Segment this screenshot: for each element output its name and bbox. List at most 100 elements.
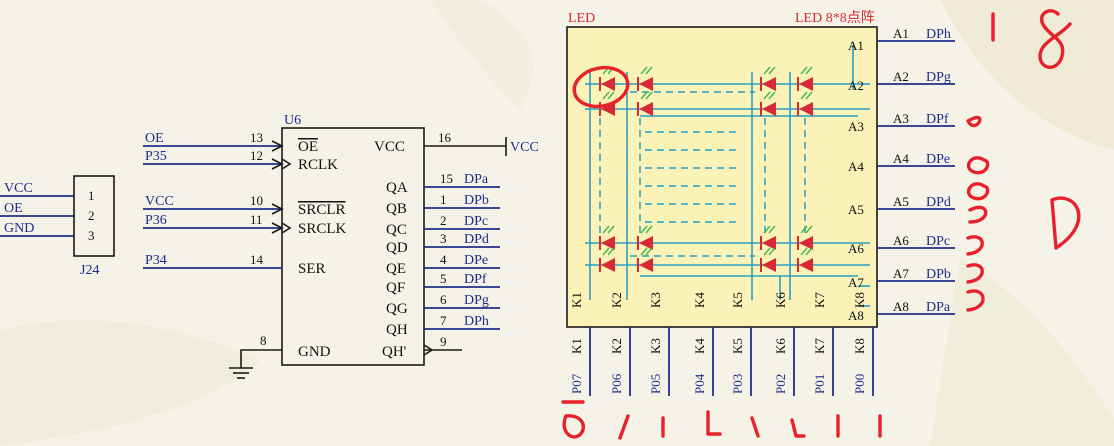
ic-right-num-3: 2 xyxy=(440,213,447,228)
row-out-a1: A1 xyxy=(893,26,909,41)
ic-right-net-7: DPg xyxy=(464,293,489,308)
ic-pin-gnd: GND xyxy=(298,344,331,360)
ic-left-num-5: 14 xyxy=(250,252,264,267)
ic-qh-prime-num: 9 xyxy=(440,334,447,349)
conn-net-1: VCC xyxy=(4,181,33,196)
column-k6: K6 K6 P02 xyxy=(773,292,795,396)
row-pin-a2: A2 xyxy=(848,78,864,93)
col-pin-outer-6: K6 xyxy=(773,338,788,354)
ic-right-net-3: DPc xyxy=(464,214,488,229)
led-diode-3 xyxy=(760,66,776,91)
ic-pin-qh-prime: QH' xyxy=(382,344,407,360)
col-pin-outer-2: K2 xyxy=(609,338,624,354)
column-k4: K4 K4 P04 xyxy=(692,292,714,396)
ic-pin-qg: QG xyxy=(386,301,408,317)
conn-name: J24 xyxy=(80,263,99,278)
ic-left-net-5: P34 xyxy=(145,253,167,268)
col-net-5: P03 xyxy=(730,374,745,394)
led-diode-6 xyxy=(637,91,653,116)
conn-net-2: OE xyxy=(4,201,23,216)
ic-right-net-5: DPe xyxy=(464,253,488,268)
led-diode-7 xyxy=(760,91,776,116)
row-out-a7: A7 xyxy=(893,266,909,281)
led-diode-16 xyxy=(797,247,813,272)
ic-name: U6 xyxy=(284,113,301,128)
ic-pin-qb: QB xyxy=(386,201,407,217)
led-diode-14 xyxy=(637,247,653,272)
column-pins: K1 K1 P07 K2 K2 P06 K3 K3 P05 K4 K4 P04 K5 K5 P03 K6 K6 P… xyxy=(569,292,874,396)
col-net-4: P04 xyxy=(692,373,707,394)
row-net-1: DPh xyxy=(926,27,951,42)
ic-left-num-1: 13 xyxy=(250,130,263,145)
col-pin-outer-1: K1 xyxy=(569,338,584,354)
led-diode-12 xyxy=(797,225,813,250)
col-pin-inner-3: K3 xyxy=(648,292,663,308)
ic-left-num-4: 11 xyxy=(250,212,263,227)
ic-right-net-4: DPd xyxy=(464,232,489,247)
ic-right-net-2: DPb xyxy=(464,193,489,208)
row-pin-a6: A6 xyxy=(848,241,864,256)
ic-pin-qf: QF xyxy=(386,280,405,296)
conn-pin-1: 1 xyxy=(88,188,95,203)
led-diode-5 xyxy=(599,91,615,116)
ic-left-net-3: VCC xyxy=(145,194,174,209)
ic-right-num-4: 3 xyxy=(440,231,447,246)
conn-net-3: GND xyxy=(4,221,34,236)
col-pin-inner-7: K7 xyxy=(812,292,827,308)
col-pin-inner-8: K8 xyxy=(852,292,867,308)
column-k3: K3 K3 P05 xyxy=(648,292,670,396)
led-array xyxy=(599,66,813,272)
row-net-5: DPd xyxy=(926,195,951,210)
row-pin-a4: A4 xyxy=(848,159,864,174)
ic-right-num-7: 6 xyxy=(440,292,447,307)
row-net-8: DPa xyxy=(926,300,951,315)
col-pin-outer-3: K3 xyxy=(648,338,663,354)
ic-pin-vcc: VCC xyxy=(374,139,405,155)
row-net-7: DPb xyxy=(926,267,951,282)
led-diode-15 xyxy=(760,247,776,272)
ic-right-num-2: 1 xyxy=(440,192,447,207)
ic-left-num-3: 10 xyxy=(250,193,263,208)
ic-right-net-6: DPf xyxy=(464,272,487,287)
col-pin-inner-1: K1 xyxy=(569,292,584,308)
ic-pin-qc: QC xyxy=(386,222,407,238)
led-diode-13 xyxy=(599,247,615,272)
column-k2: K2 K2 P06 xyxy=(609,292,631,396)
ic-right-num-1: 15 xyxy=(440,171,453,186)
led-matrix: LED LED 8*8点阵 A1 A2 A3 A4 A5 xyxy=(566,10,955,396)
col-pin-inner-5: K5 xyxy=(730,292,745,308)
ic-left-net-4: P36 xyxy=(145,213,167,228)
led-diode-2 xyxy=(637,66,653,91)
ic-left-net-1: OE xyxy=(145,131,164,146)
connector-j24: VCC OE GND 1 2 3 J24 xyxy=(0,175,115,278)
col-pin-inner-2: K2 xyxy=(609,292,624,308)
row-out-a6: A6 xyxy=(893,233,909,248)
ic-pin-srclr: SRCLR xyxy=(298,202,346,218)
ic-pin-rclk: RCLK xyxy=(298,157,338,173)
row-out-a5: A5 xyxy=(893,194,909,209)
col-pin-outer-8: K8 xyxy=(852,338,867,354)
conn-pin-3: 3 xyxy=(88,228,95,243)
col-net-6: P02 xyxy=(773,374,788,394)
conn-pin-2: 2 xyxy=(88,208,95,223)
row-net-3: DPf xyxy=(926,112,949,127)
led-diode-9 xyxy=(599,225,615,250)
row-net-4: DPe xyxy=(926,152,950,167)
col-net-1: P07 xyxy=(569,373,584,394)
row-net-6: DPc xyxy=(926,234,950,249)
ic-left-net-2: P35 xyxy=(145,149,167,164)
row-pin-a5: A5 xyxy=(848,202,864,217)
ic-vcc-net: VCC xyxy=(510,140,539,155)
row-net-2: DPg xyxy=(926,70,951,85)
ic-pin-oe: OE xyxy=(298,139,318,155)
col-net-7: P01 xyxy=(812,374,827,394)
column-k5: K5 K5 P03 xyxy=(730,292,752,396)
matrix-title-right: LED 8*8点阵 xyxy=(795,10,875,26)
col-net-8: P00 xyxy=(852,374,867,394)
row-pin-a3: A3 xyxy=(848,119,864,134)
col-pin-inner-6: K6 xyxy=(773,292,788,308)
row-out-a8: A8 xyxy=(893,299,909,314)
ic-pin-qe: QE xyxy=(386,261,406,277)
